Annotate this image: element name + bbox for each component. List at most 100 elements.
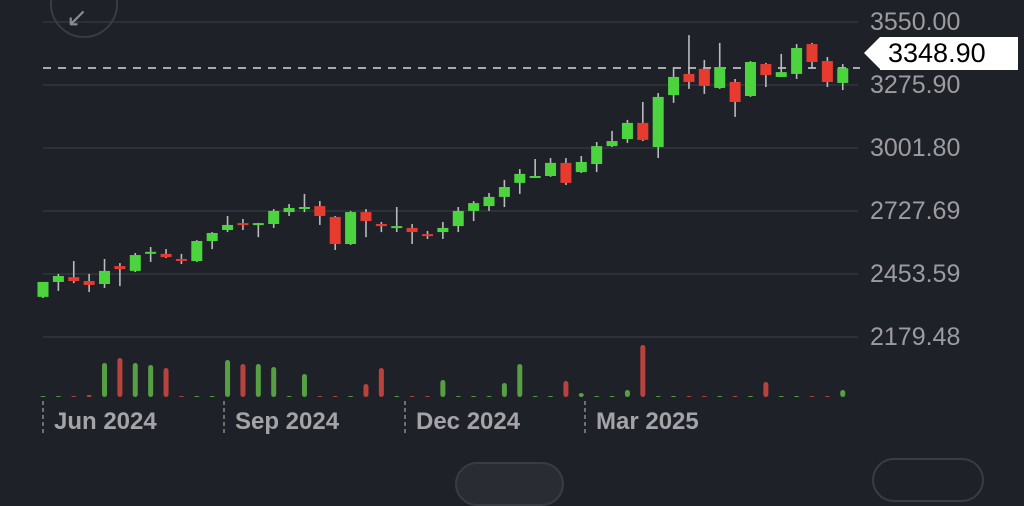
- candle-body: [514, 173, 526, 183]
- y-tick-label: 3550.00: [870, 8, 961, 36]
- volume-bar: [455, 396, 461, 397]
- candle-body: [175, 258, 187, 261]
- volume-bar: [102, 363, 108, 397]
- candles: [37, 35, 849, 299]
- candle: [283, 204, 295, 216]
- candle-body: [452, 210, 464, 227]
- candle-body: [191, 241, 203, 262]
- candle-body: [575, 161, 587, 173]
- candlestick-chart[interactable]: [0, 0, 1024, 472]
- y-tick-label: 3001.80: [870, 133, 961, 162]
- volume-bar: [117, 358, 123, 397]
- candle: [68, 261, 80, 284]
- candle-body: [837, 68, 849, 83]
- volume-bars: [40, 345, 846, 397]
- volume-bar: [548, 396, 554, 397]
- volume-bar: [686, 396, 692, 397]
- bottom-button-left[interactable]: [455, 462, 564, 506]
- candle-body: [99, 270, 111, 285]
- x-tick-label: Dec 2024: [416, 408, 521, 435]
- candle: [729, 79, 741, 117]
- candle-body: [329, 216, 341, 245]
- candle: [821, 56, 833, 88]
- volume-bar: [640, 345, 646, 397]
- candle-body: [160, 253, 172, 258]
- volume-bar: [148, 365, 154, 397]
- candle-body: [683, 73, 695, 82]
- volume-bar: [809, 396, 815, 397]
- candle: [652, 93, 664, 159]
- candle-body: [591, 146, 603, 165]
- candle-body: [437, 227, 449, 233]
- volume-bar: [747, 396, 753, 397]
- volume-bar: [178, 396, 184, 397]
- candle: [483, 193, 495, 211]
- candle: [744, 61, 756, 97]
- candle-body: [52, 275, 64, 282]
- candle: [637, 101, 649, 142]
- candle: [252, 222, 264, 238]
- volume-bar: [194, 396, 200, 397]
- volume-bar: [732, 396, 738, 397]
- bottom-button-right[interactable]: [872, 458, 984, 502]
- candle-body: [791, 47, 803, 74]
- candle-body: [483, 196, 495, 207]
- candle: [422, 230, 433, 239]
- candle-body: [114, 266, 126, 270]
- volume-bar: [794, 396, 800, 397]
- candle: [329, 215, 341, 251]
- candle: [114, 263, 126, 287]
- volume-bar: [824, 396, 830, 397]
- candle: [345, 210, 357, 245]
- volume-bar: [717, 396, 723, 397]
- x-tick-label: Mar 2025: [596, 408, 699, 435]
- candle: [83, 273, 95, 293]
- candle: [268, 209, 280, 228]
- candle: [468, 201, 480, 222]
- volume-bar: [317, 396, 323, 397]
- candle: [145, 247, 157, 262]
- candle: [791, 44, 803, 80]
- candle: [175, 253, 187, 265]
- candle-body: [375, 224, 387, 227]
- candle-body: [729, 81, 741, 102]
- candle-body: [744, 61, 756, 97]
- volume-bar: [163, 368, 169, 397]
- volume-bar: [332, 396, 338, 397]
- volume-bar: [671, 396, 677, 397]
- candle-body: [545, 162, 557, 176]
- x-tick-label: Sep 2024: [235, 408, 340, 435]
- candle: [160, 249, 172, 259]
- candle: [591, 141, 603, 173]
- volume-bar: [40, 396, 46, 397]
- volume-bar: [71, 396, 77, 397]
- candle: [775, 53, 787, 77]
- candle: [391, 207, 403, 233]
- volume-bar: [301, 374, 307, 397]
- gridlines: [43, 21, 858, 338]
- candle-body: [268, 210, 280, 225]
- candle-body: [498, 187, 510, 197]
- candle: [452, 207, 464, 233]
- volume-bar: [655, 396, 661, 397]
- candle: [837, 64, 849, 91]
- volume-bar: [840, 390, 846, 397]
- y-tick-label: 2453.59: [870, 259, 961, 288]
- candle-body: [760, 64, 772, 76]
- candle-body: [222, 224, 234, 231]
- volume-bar: [86, 395, 92, 397]
- candle: [760, 62, 772, 88]
- candle: [668, 67, 680, 103]
- volume-bar: [701, 396, 707, 397]
- volume-bar: [271, 367, 277, 397]
- arrow-down-left-icon: ↙: [66, 2, 88, 32]
- candle: [314, 201, 326, 225]
- volume-bar: [563, 381, 569, 397]
- x-axis-ticks: [42, 401, 586, 436]
- volume-bar: [486, 396, 492, 397]
- candle-body: [806, 44, 818, 62]
- candle: [575, 155, 587, 174]
- volume-bar: [471, 396, 477, 397]
- candle: [99, 258, 111, 288]
- volume-bar: [209, 396, 215, 397]
